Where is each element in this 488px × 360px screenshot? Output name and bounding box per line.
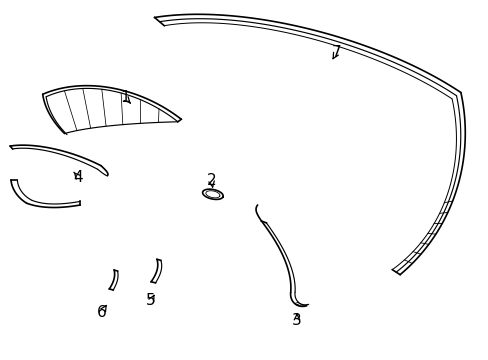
Text: 3: 3 [291,312,301,328]
Text: 5: 5 [146,293,156,308]
Text: 4: 4 [73,170,83,185]
Text: 6: 6 [97,305,107,320]
Text: 1: 1 [121,90,130,105]
Text: 7: 7 [331,45,341,60]
Text: 2: 2 [206,173,216,188]
